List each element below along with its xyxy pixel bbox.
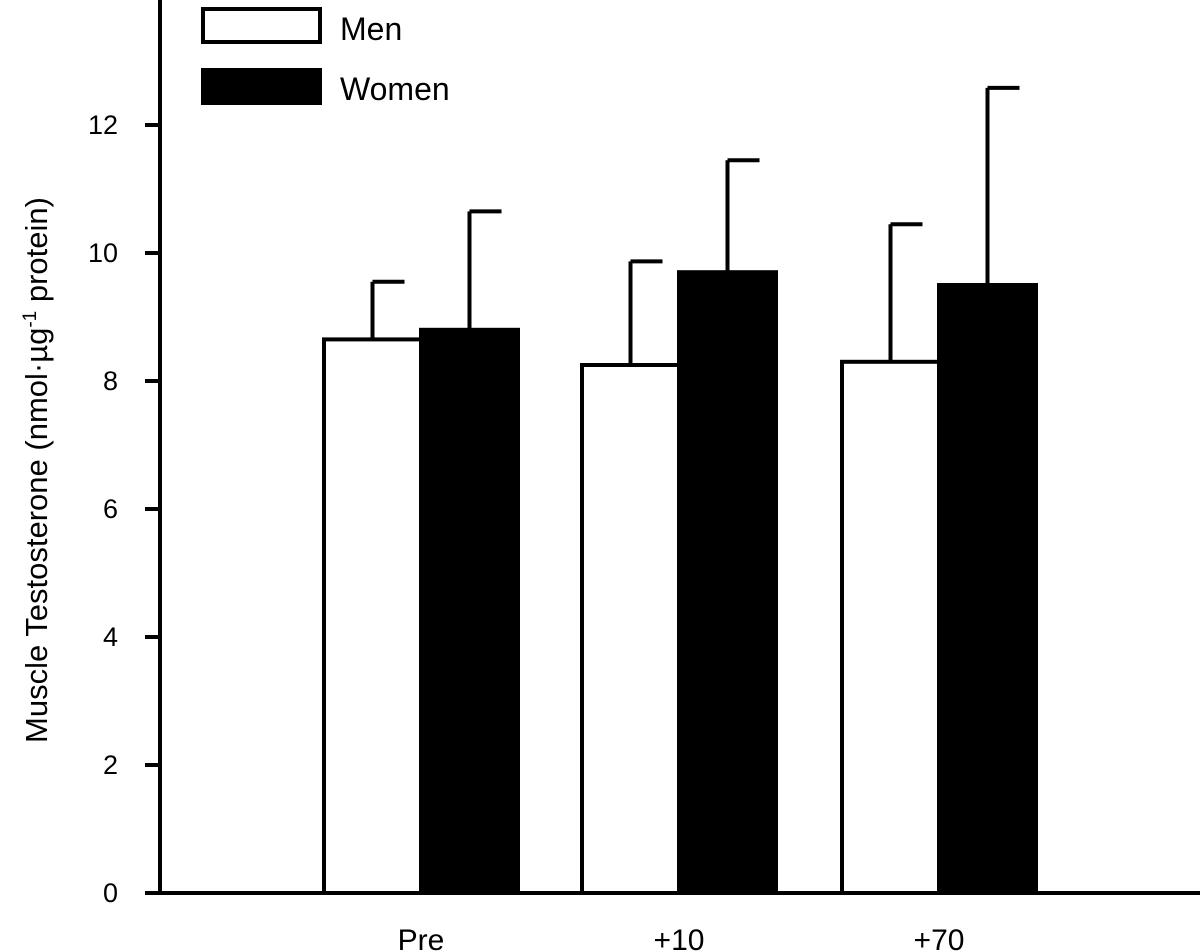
bar-women-plus10 (677, 270, 778, 895)
x-category-labels: Pre +10 +70 (398, 924, 965, 952)
y-axis-title-superscript: -1 (20, 311, 41, 328)
bar-men-plus10 (580, 363, 681, 895)
legend: Men Women (201, 7, 450, 107)
x-category-label-plus70: +70 (914, 924, 965, 952)
y-tick-label-4: 4 (103, 622, 118, 652)
axes-layer (158, 0, 1200, 895)
bar-women-Pre (419, 327, 520, 895)
legend-swatch-women (201, 68, 322, 105)
y-tick-label-2: 2 (103, 750, 118, 780)
legend-label-women: Women (340, 71, 450, 107)
bar-women-plus70 (937, 283, 1038, 895)
y-tick-label-10: 10 (88, 238, 118, 268)
y-tick-label-8: 8 (103, 366, 118, 396)
y-axis-title: Muscle Testosterone (nmol·µg-1 protein) (19, 197, 54, 743)
legend-swatch-men (201, 7, 322, 44)
y-ticks: 0 2 4 6 8 10 12 (88, 110, 160, 908)
x-category-label-plus10: +10 (654, 924, 705, 952)
y-tick-label-6: 6 (103, 494, 118, 524)
y-axis-title-main: Muscle Testosterone (nmol·µg (19, 328, 54, 743)
bar-men-plus70 (840, 359, 941, 895)
y-tick-label-0: 0 (103, 878, 118, 908)
bars-layer (322, 85, 1038, 895)
y-tick-label-12: 12 (88, 110, 118, 140)
x-category-label-Pre: Pre (398, 924, 445, 952)
bar-men-Pre (322, 337, 423, 895)
legend-label-men: Men (340, 11, 402, 47)
y-axis-title-unit: protein) (19, 197, 54, 311)
